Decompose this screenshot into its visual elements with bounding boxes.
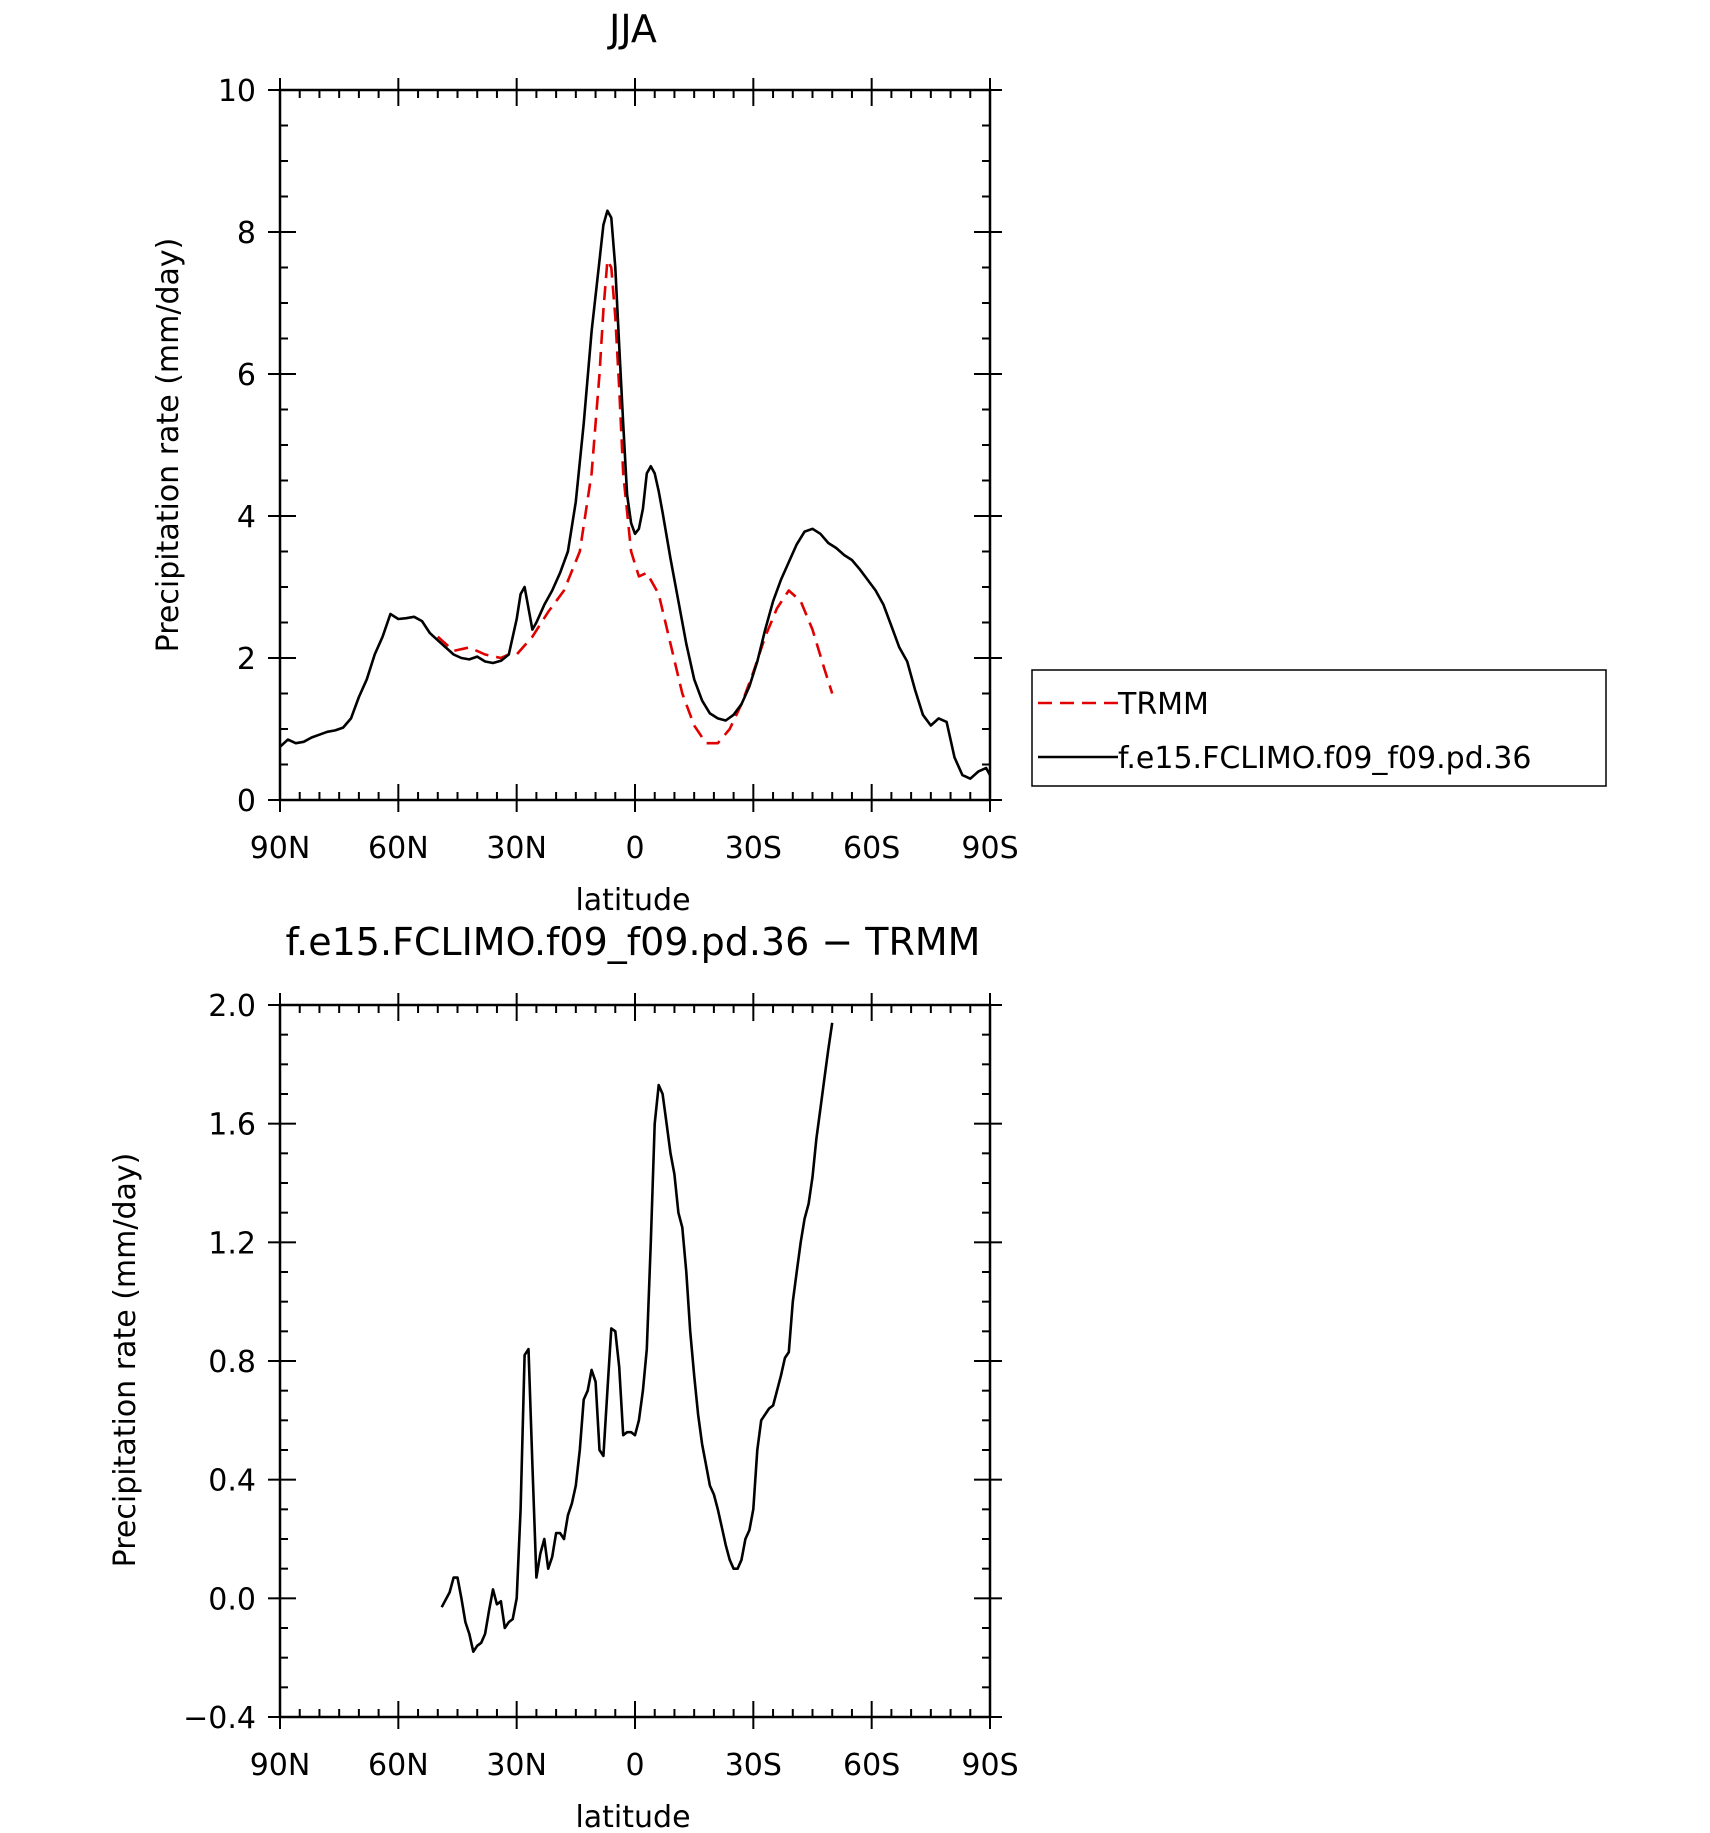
y-tick-label: 0.4 [208,1464,256,1499]
y-axis-label: Precipitation rate (mm/day) [108,1153,143,1568]
difference-panel: f.e15.FCLIMO.f09_f09.pd.36 − TRMM Precip… [108,920,1019,1833]
x-tick-label: 90N [250,831,311,866]
x-tick-label: 30N [486,1748,547,1783]
x-tick-label: 30N [486,831,547,866]
series-group [279,209,992,781]
y-tick-label: 1.6 [208,1108,256,1143]
x-tick-label: 30S [725,1748,782,1783]
x-tick-label: 90S [961,1748,1018,1783]
axes-group: 90N 60N 30N 0 30S 60S 90S 0 2 4 6 8 10 [218,74,1019,866]
x-tick-label: 60S [843,831,900,866]
y-axis-label: Precipitation rate (mm/day) [151,238,186,653]
legend-box [1031,669,1607,787]
series-line-difference [440,1022,834,1653]
series-line-trmm [436,259,834,745]
x-tick-label: 60N [368,831,429,866]
precipitation-panel: JJA Precipitation rate (mm/day) latitude… [151,7,1019,918]
series-group [440,1022,834,1653]
legend: TRMM f.e15.FCLIMO.f09_f09.pd.36 [1031,669,1607,787]
x-tick-label: 60N [368,1748,429,1783]
y-tick-label: −0.4 [183,1701,256,1736]
y-tick-label: 2.0 [208,989,256,1024]
x-tick-label: 60S [843,1748,900,1783]
y-tick-label: 4 [237,500,256,535]
y-tick-label: 2 [237,642,256,677]
chart-title: f.e15.FCLIMO.f09_f09.pd.36 − TRMM [286,920,981,964]
y-tick-label: 6 [237,358,256,393]
series-line-f-e15-fclimo-f09-f09-pd-36 [279,209,992,781]
y-tick-label: 0 [237,784,256,819]
y-tick-label: 8 [237,216,256,251]
x-tick-label: 0 [625,831,644,866]
x-tick-label: 90S [961,831,1018,866]
y-tick-label: 0.8 [208,1345,256,1380]
y-tick-label: 0.0 [208,1582,256,1617]
chart-title: JJA [607,7,657,51]
plot-frame [278,88,992,802]
x-tick-label: 90N [250,1748,311,1783]
legend-label-model: f.e15.FCLIMO.f09_f09.pd.36 [1118,741,1531,776]
y-tick-label: 1.2 [208,1226,256,1261]
plot-frame [278,1003,992,1719]
y-tick-label: 10 [218,74,256,109]
x-axis-label: latitude [575,1800,690,1833]
x-tick-label: 30S [725,831,782,866]
x-tick-label: 0 [625,1748,644,1783]
legend-label-trmm: TRMM [1117,687,1209,722]
axes-group: 90N 60N 30N 0 30S 60S 90S −0.4 0.0 0.4 0.8 1.2 1.6 2.… [183,989,1018,1783]
x-axis-label: latitude [575,883,690,918]
